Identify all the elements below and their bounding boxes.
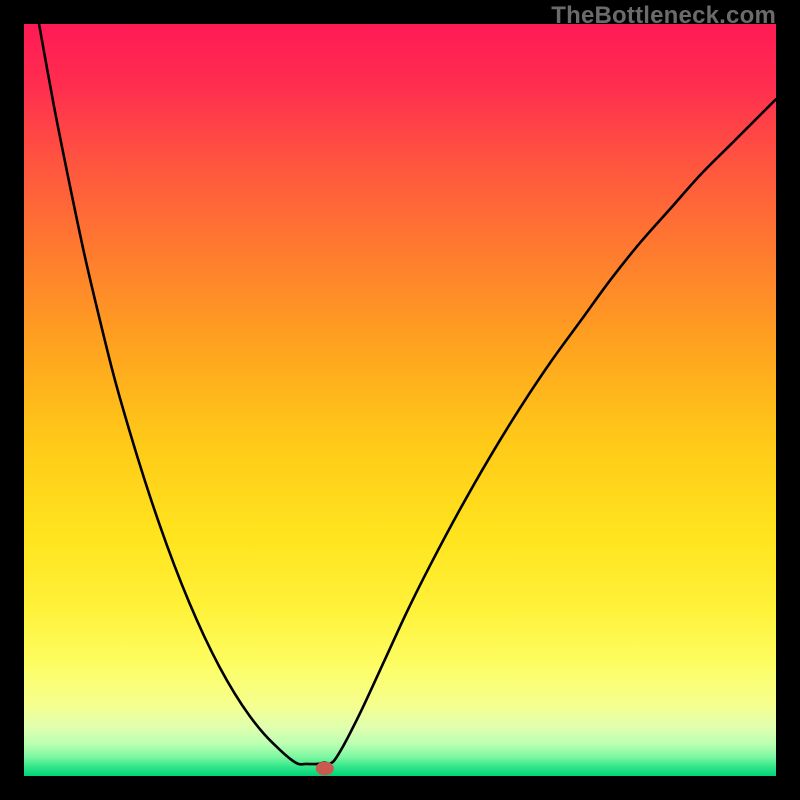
chart-plot-area — [24, 24, 776, 776]
chart-container: TheBottleneck.com — [0, 0, 800, 800]
bottleneck-chart — [0, 0, 800, 800]
watermark-text: TheBottleneck.com — [551, 2, 776, 30]
optimal-point-marker — [316, 761, 334, 775]
